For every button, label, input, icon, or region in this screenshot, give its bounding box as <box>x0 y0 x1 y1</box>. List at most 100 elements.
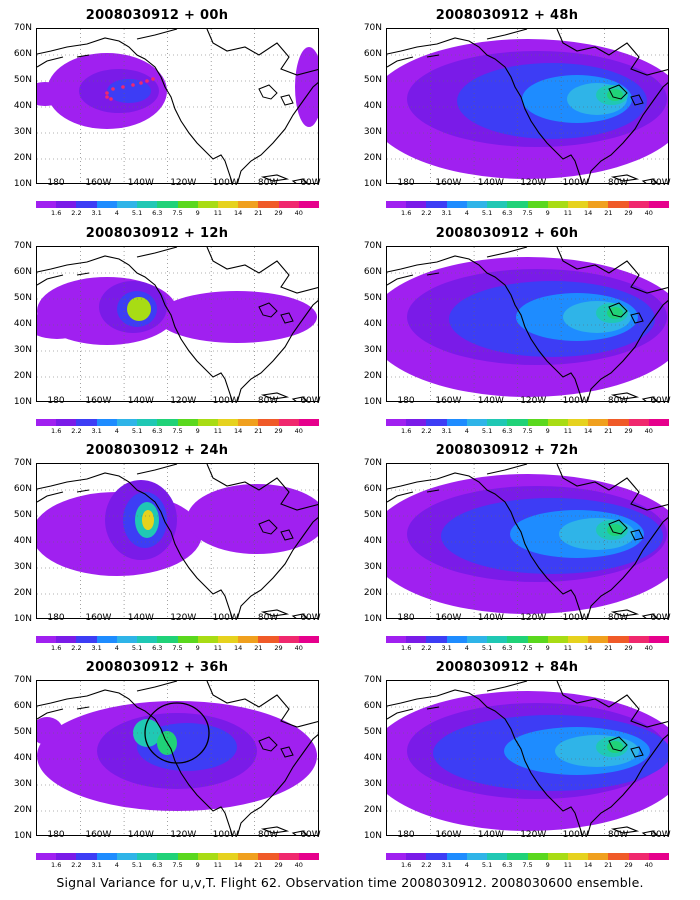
colorbar-swatch <box>177 201 198 208</box>
colorbar-label: 6.3 <box>502 209 513 217</box>
longitude-label: 80W <box>607 178 629 188</box>
coastline <box>486 464 668 511</box>
coastline <box>37 489 90 503</box>
colorbar-swatch <box>608 419 629 426</box>
colorbar-swatch <box>116 853 138 860</box>
colorbar-label: 6.3 <box>152 644 163 652</box>
colorbar-label: 1.6 <box>401 427 412 435</box>
colorbar-swatch <box>487 419 508 426</box>
longitude-label: 60W <box>300 396 321 406</box>
coastline <box>37 272 90 286</box>
colorbar-label: 4 <box>114 644 119 652</box>
longitude-label: 160W <box>435 830 462 840</box>
colorbar-swatch <box>487 201 508 208</box>
colorbar-swatch <box>137 636 158 643</box>
longitude-label: 80W <box>607 396 629 406</box>
latitude-label: 30N <box>363 779 382 789</box>
colorbar-swatch <box>466 419 488 426</box>
colorbar-swatch <box>258 853 279 860</box>
variance-contour <box>127 297 151 321</box>
variance-contour <box>142 510 154 530</box>
coastline <box>236 733 318 835</box>
colorbar-swatch <box>507 636 528 643</box>
longitude-label: 100W <box>212 178 239 188</box>
longitude-label: 180 <box>47 178 65 188</box>
coastline <box>387 272 440 286</box>
colorbar-label: 21 <box>604 644 613 652</box>
colorbar-label: 5.1 <box>131 427 143 435</box>
coastline <box>586 299 668 401</box>
latitude-label: 10N <box>363 614 382 624</box>
colorbar-label: 40 <box>644 861 653 869</box>
colorbar-labels: 1.6 2.2 3.1 4 5.1 6.3 7.5 9 11 14 21 29 40 <box>386 861 669 870</box>
colorbar-label: 14 <box>234 861 243 869</box>
colorbar-label: 3.1 <box>441 644 452 652</box>
longitude-label: 160W <box>435 613 462 623</box>
colorbar-swatch <box>628 419 649 426</box>
colorbar-swatch <box>157 636 178 643</box>
colorbar-swatch <box>177 419 198 426</box>
colorbar-swatch <box>298 636 320 643</box>
map-area <box>386 680 669 836</box>
latitude-label: 10N <box>13 179 32 189</box>
colorbar-label: 21 <box>254 427 263 435</box>
colorbar-label: 4 <box>114 209 119 217</box>
longitude-label: 120W <box>170 830 197 840</box>
colorbar-label: 29 <box>274 644 283 652</box>
colorbar-swatch <box>608 201 629 208</box>
colorbar-label: 1.6 <box>51 427 62 435</box>
coastline <box>610 609 658 618</box>
map-area <box>36 246 319 402</box>
coastline <box>37 37 233 183</box>
colorbar-label: 11 <box>563 427 573 435</box>
longitude-label: 100W <box>562 178 589 188</box>
colorbar-swatch <box>96 419 117 426</box>
colorbar-label: 1.6 <box>401 861 412 869</box>
latitude-label: 50N <box>363 293 382 303</box>
colorbar-label: 21 <box>254 644 263 652</box>
coastline <box>387 255 583 401</box>
latitude-label: 40N <box>13 536 32 546</box>
colorbar-label: 3.1 <box>441 861 452 869</box>
coastline <box>260 609 308 618</box>
longitude-label: 100W <box>562 830 589 840</box>
colorbar-swatch <box>446 853 467 860</box>
colorbar-label: 1.6 <box>51 644 62 652</box>
latitude-label: 70N <box>363 675 382 685</box>
verification-region-circle <box>144 702 210 764</box>
great-lakes-outline <box>608 519 644 541</box>
colorbar-swatch <box>527 201 548 208</box>
colorbar-label: 2.2 <box>71 861 82 869</box>
colorbar-swatch <box>507 201 528 208</box>
colorbar-swatch <box>628 201 649 208</box>
latitude-label: 40N <box>363 753 382 763</box>
colorbar-swatch <box>588 853 609 860</box>
variance-contour <box>157 291 317 343</box>
colorbar-swatch <box>157 853 178 860</box>
longitude-label: 160W <box>85 830 112 840</box>
colorbar-label: 6.3 <box>502 427 513 435</box>
latitude-label: 40N <box>363 536 382 546</box>
great-lakes-outline <box>608 736 644 758</box>
colorbar-label: 9 <box>545 427 550 435</box>
colorbar-label: 1.6 <box>401 209 412 217</box>
coastline <box>586 81 668 183</box>
map-canvas <box>37 464 318 618</box>
colorbar-swatch <box>36 419 57 426</box>
colorbar-swatch <box>217 853 239 860</box>
colorbar-swatch <box>426 201 447 208</box>
colorbar-label: 2.2 <box>421 861 432 869</box>
latitude-label: 20N <box>363 371 382 381</box>
latitude-label: 70N <box>13 241 32 251</box>
colorbar-label: 14 <box>584 644 593 652</box>
colorbar-label: 29 <box>624 644 633 652</box>
latitude-label: 70N <box>363 23 382 33</box>
panel-title: 2008030912 + 00h <box>85 8 229 23</box>
longitude-label: 160W <box>435 396 462 406</box>
colorbar-swatch <box>238 201 259 208</box>
colorbar-swatch <box>487 636 508 643</box>
latitude-label: 40N <box>13 101 32 111</box>
colorbar-label: 11 <box>563 644 573 652</box>
colorbar-label: 11 <box>213 427 223 435</box>
colorbar-label: 11 <box>563 861 573 869</box>
